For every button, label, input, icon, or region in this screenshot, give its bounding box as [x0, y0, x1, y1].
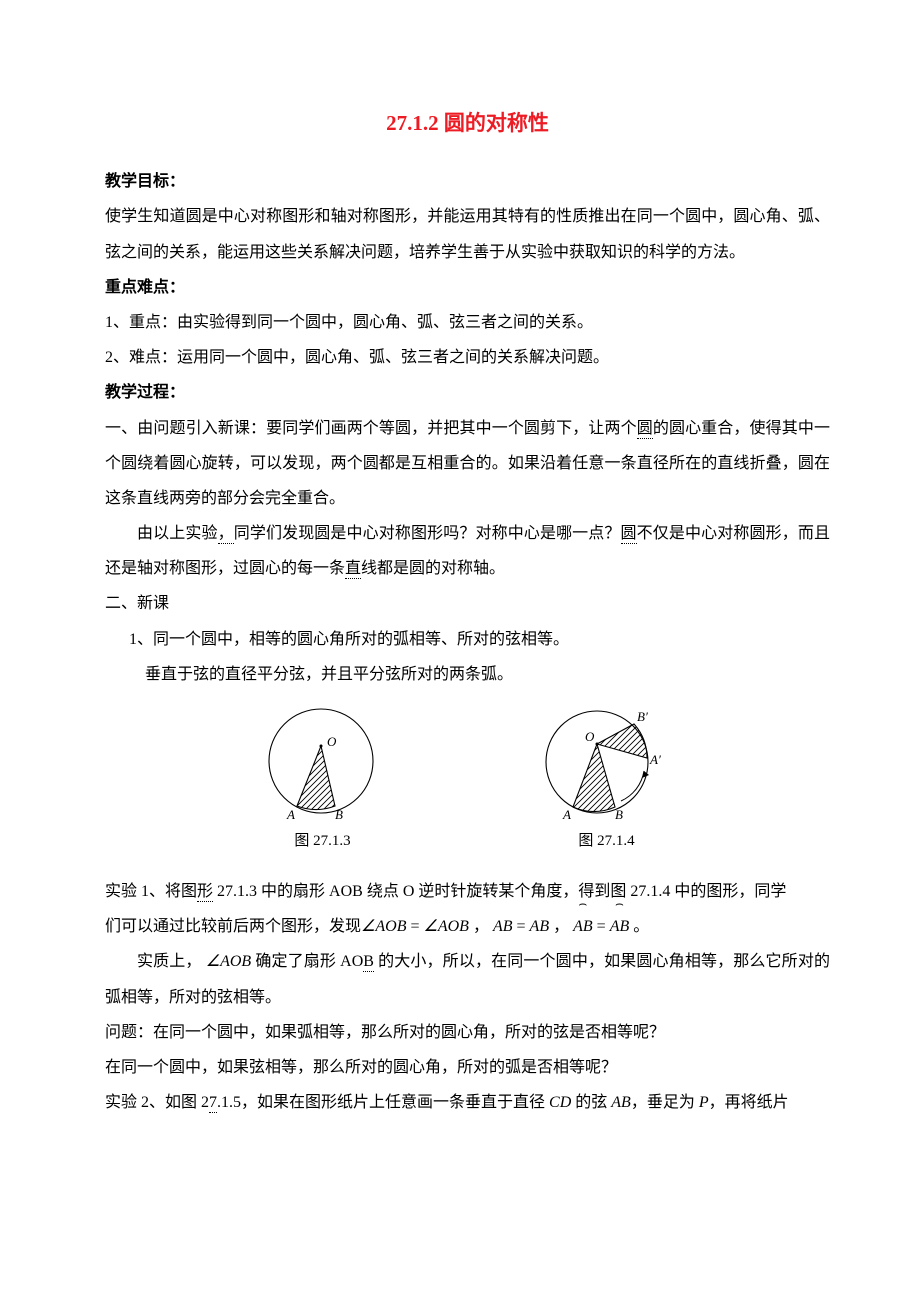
- exp2-cd: CD: [549, 1094, 571, 1111]
- exp1-l2-pre: 们可以通过比较前后两个图形，发现: [105, 918, 361, 935]
- exp1-l1-mid: 27.1.3 中的扇形 AOB 绕点 O 逆时针旋转某个角度，得到图 27.1.…: [213, 883, 786, 900]
- svg-text:B: B: [335, 807, 343, 822]
- experiment-1-line2: 们可以通过比较前后两个图形，发现∠AOB = ∠AOB ， AB = AB ， …: [105, 909, 830, 944]
- period: 。: [629, 918, 649, 935]
- figure-row: O A B 图 27.1.3 O A B A′ B′: [105, 706, 830, 850]
- intro-para-2: 由以上实验，同学们发现圆是中心对称图形吗？对称中心是哪一点？圆不仅是中心对称圆形…: [105, 516, 830, 586]
- figure-27-1-3-caption: 图 27.1.3: [294, 832, 350, 850]
- exp1-l3-mid1: 确定了扇形 AO: [251, 953, 363, 970]
- svg-text:A′: A′: [649, 752, 661, 767]
- arc-ab-l: ⌢AB: [573, 909, 593, 944]
- experiment-1-line1: 实验 1、将图形 27.1.3 中的扇形 AOB 绕点 O 逆时针旋转某个角度，…: [105, 874, 830, 909]
- intro-p1-pre: 一、由问题引入新课：要同学们画两个等圆，并把其中一个圆剪下，让两个: [105, 420, 637, 437]
- question-2: 在同一个圆中，如果弦相等，那么所对的圆心角，所对的弧是否相等呢？: [105, 1050, 830, 1085]
- svg-text:B′: B′: [637, 709, 648, 724]
- eq2: =: [513, 918, 530, 935]
- comma2: ，: [549, 918, 573, 935]
- angle-aob-l: ∠AOB: [361, 918, 406, 935]
- question-1: 问题：在同一个圆中，如果弧相等，那么所对的圆心角，所对的弦是否相等呢？: [105, 1015, 830, 1050]
- experiment-1-line3: 实质上， ∠AOB 确定了扇形 AOB 的大小，所以，在同一个圆中，如果圆心角相…: [105, 944, 830, 1014]
- exp1-l3-ang: ∠AOB: [206, 953, 251, 970]
- experiment-2: 实验 2、如图 27.1.5，如果在图形纸片上任意画一条垂直于直径 CD 的弦 …: [105, 1085, 830, 1120]
- intro-para-1: 一、由问题引入新课：要同学们画两个等圆，并把其中一个圆剪下，让两个圆的圆心重合，…: [105, 411, 830, 517]
- figure-27-1-4-svg: O A B A′ B′: [537, 706, 677, 826]
- figure-27-1-3-svg: O A B: [259, 706, 387, 826]
- intro-p2-post: 线都是圆的对称轴。: [361, 560, 505, 577]
- intro-p2-dot3: 直: [345, 560, 361, 579]
- intro-p2-dot2: 圆: [621, 525, 637, 544]
- exp2-ab: AB: [611, 1094, 631, 1111]
- exp2-dot1: 7: [209, 1094, 217, 1113]
- exp2-mid1: .1.5，如果在图形纸片上任意画一条垂直于直径: [217, 1094, 549, 1111]
- svg-text:B: B: [615, 807, 623, 822]
- intro-p2-pre: 由以上实验: [137, 525, 218, 542]
- sec2-point1b: 垂直于弦的直径平分弦，并且平分弦所对的两条弧。: [105, 657, 830, 692]
- intro-p1-dotted: 圆: [637, 420, 653, 439]
- exp2-pre: 实验 2、如图 2: [105, 1094, 209, 1111]
- exp2-post: ，再将纸片: [709, 1094, 789, 1111]
- section-difficulty-label: 重点难点：: [105, 270, 830, 305]
- section-2-label: 二、新课: [105, 586, 830, 621]
- eq3: =: [593, 918, 610, 935]
- exp1-l1-dot: 形: [197, 883, 213, 902]
- exp2-p: P: [699, 1094, 709, 1111]
- section-objective-label: 教学目标：: [105, 164, 830, 199]
- sec2-point1: 1、同一个圆中，相等的圆心角所对的弧相等、所对的弦相等。: [105, 622, 830, 657]
- eq1: =: [406, 918, 423, 935]
- arc-ab-r: ⌢AB: [610, 909, 630, 944]
- objective-text: 使学生知道圆是中心对称图形和轴对称图形，并能运用其特有的性质推出在同一个圆中，圆…: [105, 199, 830, 269]
- difficulty-item-1: 1、重点：由实验得到同一个圆中，圆心角、弧、弦三者之间的关系。: [105, 305, 830, 340]
- exp2-mid3: ，垂足为: [631, 1094, 699, 1111]
- svg-text:O: O: [327, 734, 337, 749]
- svg-text:A: A: [562, 807, 571, 822]
- svg-text:O: O: [585, 729, 595, 744]
- exp1-l3-pre: 实质上，: [137, 953, 206, 970]
- figure-27-1-4: O A B A′ B′ 图 27.1.4: [537, 706, 677, 850]
- ab-r: AB: [530, 918, 550, 935]
- intro-p2-mid1: 同学们发现圆是中心对称图形吗？对称中心是哪一点？: [234, 525, 621, 542]
- ab-l: AB: [493, 918, 513, 935]
- exp1-l1-pre: 实验 1、将图: [105, 883, 197, 900]
- exp2-mid2: 的弦: [571, 1094, 611, 1111]
- angle-aob-r: ∠AOB: [424, 918, 469, 935]
- figure-27-1-3: O A B 图 27.1.3: [259, 706, 387, 850]
- svg-text:A: A: [286, 807, 295, 822]
- page-title: 27.1.2 圆的对称性: [105, 100, 830, 146]
- intro-p2-dot1: ，: [218, 525, 234, 544]
- figure-27-1-4-caption: 图 27.1.4: [578, 832, 634, 850]
- comma1: ，: [469, 918, 493, 935]
- exp1-l3-dot: B: [363, 953, 374, 972]
- section-process-label: 教学过程：: [105, 375, 830, 410]
- difficulty-item-2: 2、难点：运用同一个圆中，圆心角、弧、弦三者之间的关系解决问题。: [105, 340, 830, 375]
